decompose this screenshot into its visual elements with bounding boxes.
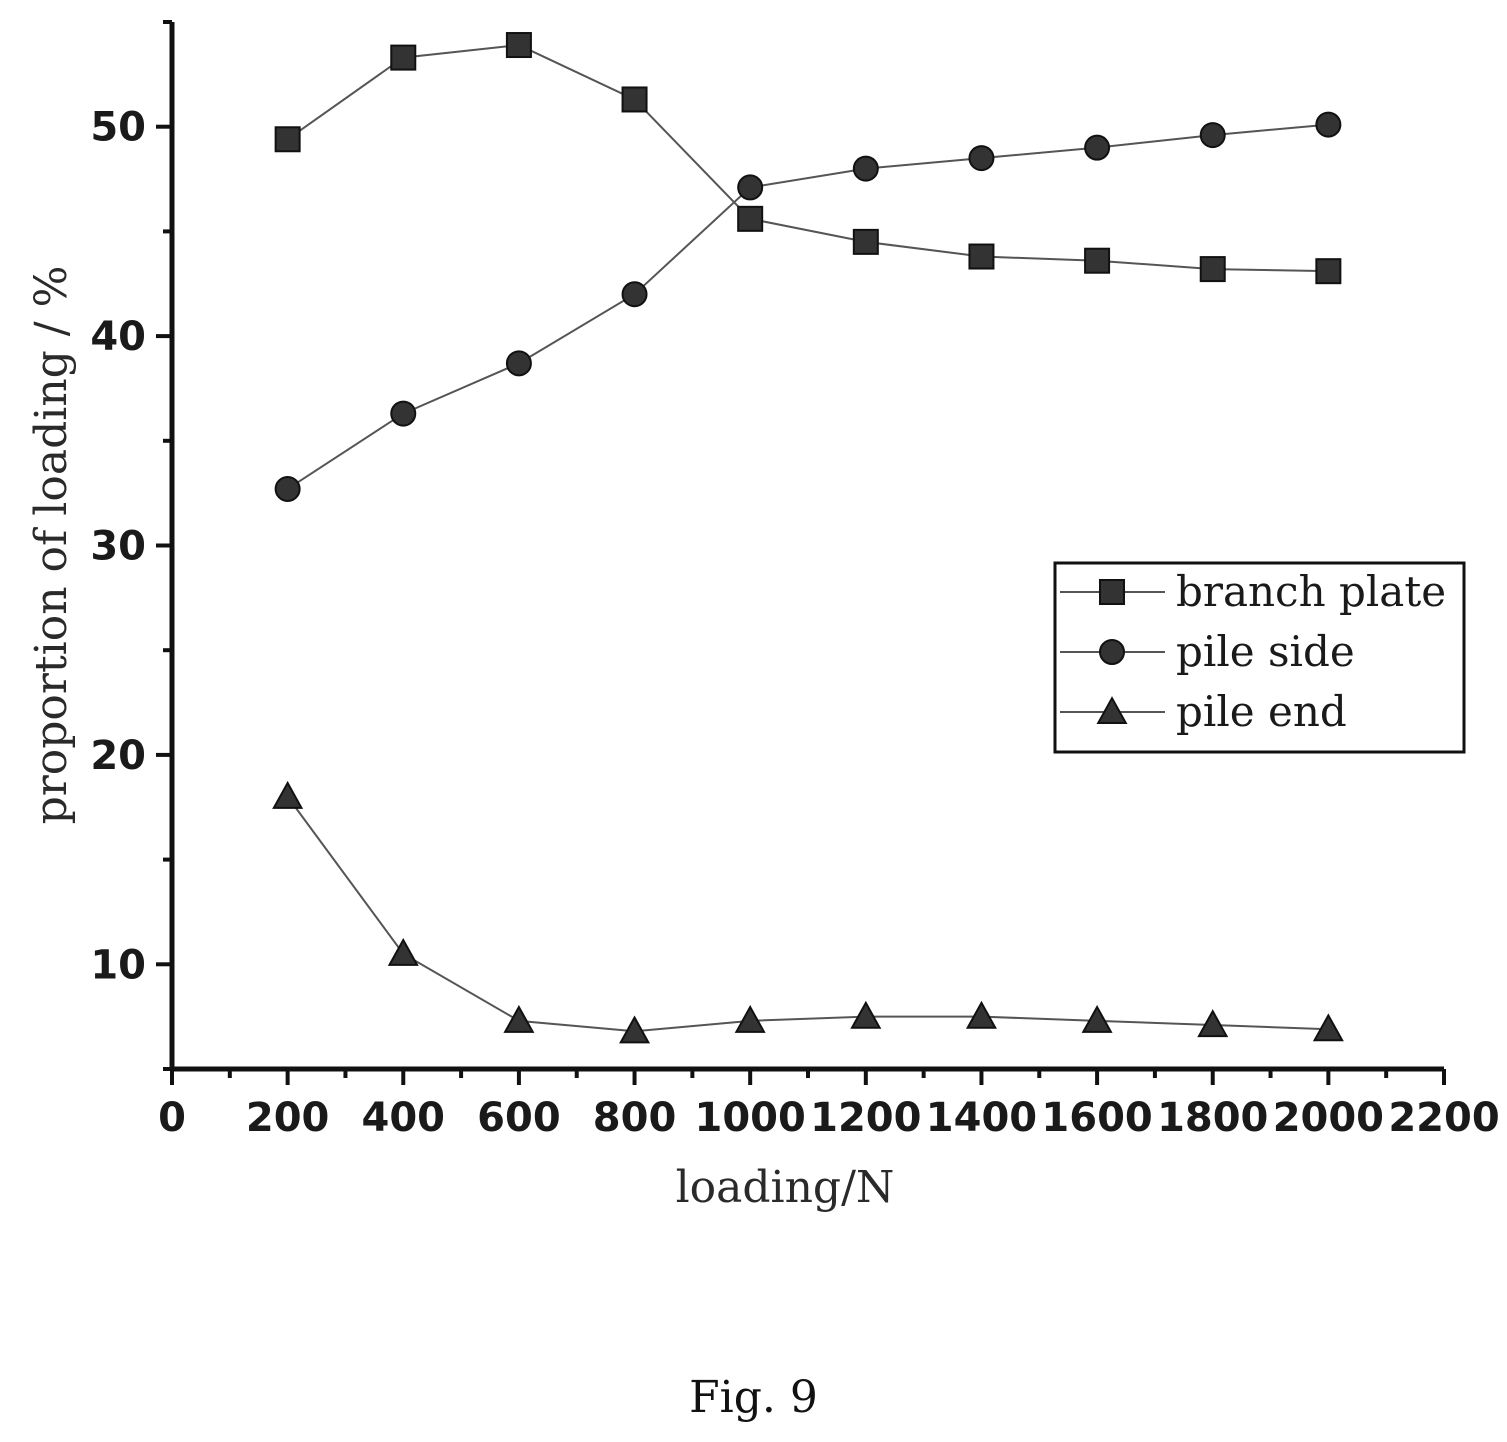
data-point xyxy=(505,350,532,377)
legend-label: branch plate xyxy=(1176,567,1446,616)
data-point xyxy=(1199,122,1226,149)
legend-label: pile end xyxy=(1176,687,1347,736)
data-point xyxy=(734,1004,766,1033)
data-point xyxy=(1197,1009,1229,1038)
data-point xyxy=(390,44,417,71)
data-point xyxy=(1084,247,1111,274)
data-point xyxy=(852,228,879,255)
data-point xyxy=(274,126,301,153)
series-line xyxy=(286,796,1329,1033)
x-tick-label: 1400 xyxy=(926,1095,1037,1141)
data-point xyxy=(737,205,764,232)
legend-marker xyxy=(1099,639,1125,665)
y-axis-label: proportion of loading / % xyxy=(26,266,77,825)
data-series xyxy=(272,32,1344,1044)
x-axis-ticks: 0 200 400 600 800 1000 1200 1400 1600 1800 2000 220… xyxy=(158,1069,1500,1141)
data-point xyxy=(621,86,648,113)
series-pile-side xyxy=(274,111,1342,502)
legend-label: pile side xyxy=(1176,627,1355,676)
series-pile-end xyxy=(272,780,1344,1044)
data-point xyxy=(852,155,879,182)
figure-caption: Fig. 9 xyxy=(689,1372,818,1423)
x-tick-label: 400 xyxy=(362,1095,446,1141)
x-tick-label: 1000 xyxy=(695,1095,806,1141)
data-point xyxy=(1315,111,1342,138)
y-tick-label: 30 xyxy=(90,524,146,570)
x-tick-label: 800 xyxy=(593,1095,677,1141)
data-point xyxy=(505,32,532,59)
data-point xyxy=(503,1004,535,1033)
line-chart: 0 200 400 600 800 1000 1200 1400 1600 1800 2000 220… xyxy=(26,20,1500,1213)
series-line xyxy=(287,44,1329,273)
series-branch-plate xyxy=(274,32,1342,285)
data-point xyxy=(850,1000,882,1029)
data-point xyxy=(621,281,648,308)
x-tick-label: 600 xyxy=(477,1095,561,1141)
x-tick-label: 0 xyxy=(158,1095,186,1141)
x-tick-label: 2200 xyxy=(1388,1095,1499,1141)
legend-marker xyxy=(1099,579,1125,605)
y-tick-label: 10 xyxy=(90,942,146,988)
x-axis-label: loading/N xyxy=(676,1162,895,1213)
data-point xyxy=(1081,1004,1113,1033)
series-line xyxy=(287,123,1329,490)
x-tick-label: 2000 xyxy=(1273,1095,1384,1141)
y-tick-label: 20 xyxy=(90,733,146,779)
data-point xyxy=(390,400,417,427)
x-tick-label: 200 xyxy=(246,1095,330,1141)
data-point xyxy=(965,1000,997,1029)
x-tick-label: 1600 xyxy=(1041,1095,1152,1141)
data-point xyxy=(968,243,995,270)
data-point xyxy=(1199,256,1226,283)
y-tick-label: 40 xyxy=(90,314,146,360)
x-tick-label: 1200 xyxy=(810,1095,921,1141)
data-point xyxy=(968,145,995,172)
x-tick-label: 1800 xyxy=(1157,1095,1268,1141)
data-point xyxy=(737,174,764,201)
data-point xyxy=(387,937,419,966)
y-tick-label: 50 xyxy=(90,105,146,151)
data-point xyxy=(1084,134,1111,161)
data-point xyxy=(274,475,301,502)
data-point xyxy=(1315,258,1342,285)
data-point xyxy=(619,1015,651,1044)
legend: branch plate pile side pile end xyxy=(1053,561,1466,754)
data-point xyxy=(272,780,304,809)
data-point xyxy=(1312,1013,1344,1042)
y-axis-ticks: 10 20 30 40 50 xyxy=(90,20,172,1071)
legend-marker xyxy=(1096,696,1128,725)
